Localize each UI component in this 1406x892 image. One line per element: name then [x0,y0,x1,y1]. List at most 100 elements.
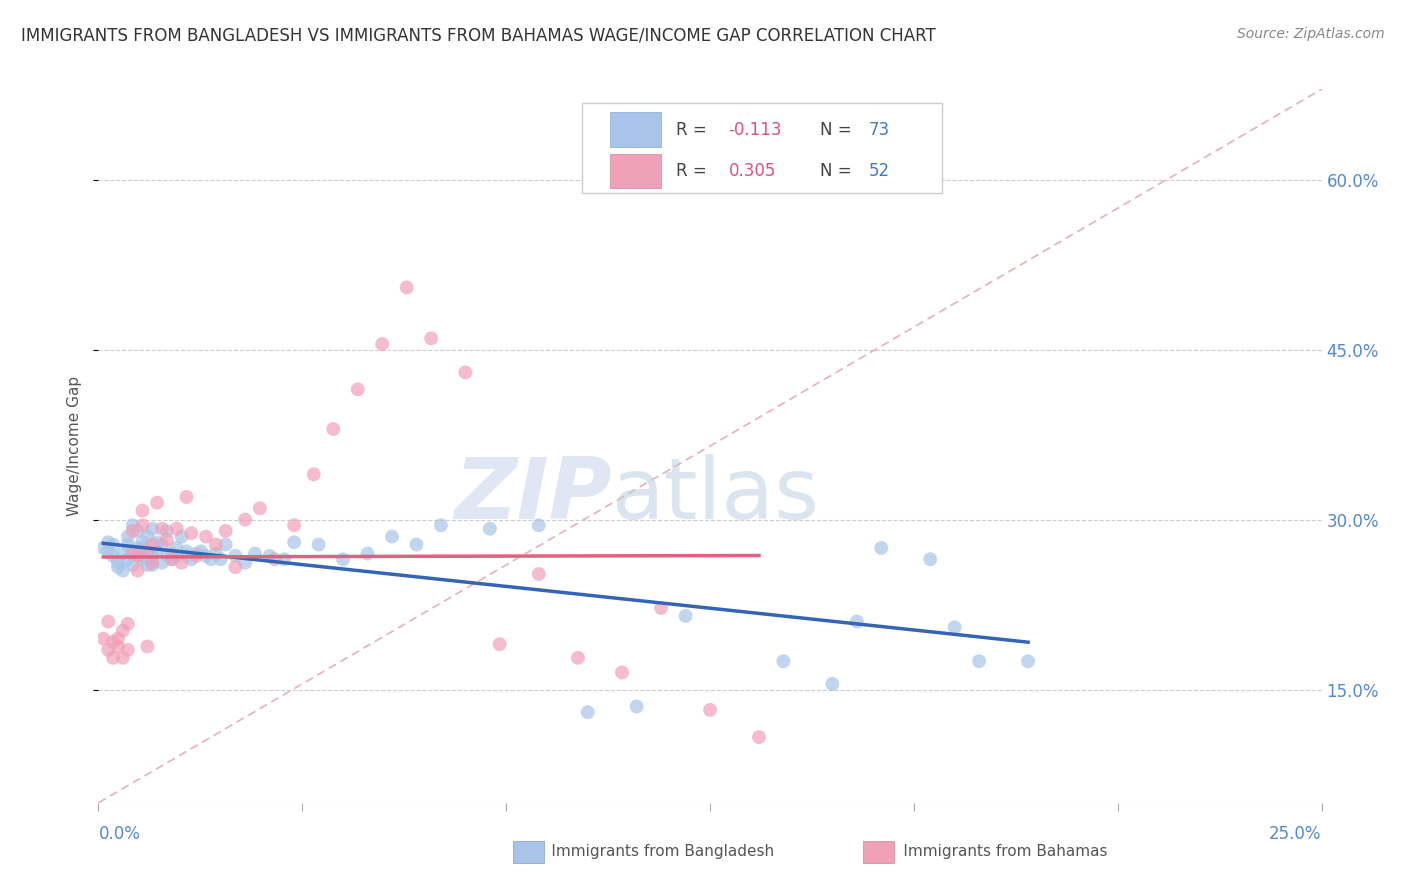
Point [97,544,120,558]
Point [527,518,550,533]
Point [322,422,344,436]
Point [111,624,134,638]
Point [101,635,124,649]
Point [111,547,134,561]
Point [195,549,218,563]
Point [141,522,163,536]
Text: R =: R = [676,161,711,179]
Text: 73: 73 [869,120,890,138]
Point [141,537,163,551]
Point [127,564,149,578]
Point [107,560,129,574]
Point [117,530,139,544]
Point [150,522,173,536]
Point [748,730,770,744]
Point [127,549,149,563]
Y-axis label: Wage/Income Gap: Wage/Income Gap [67,376,83,516]
Point [273,552,295,566]
Point [101,549,124,563]
Point [371,337,394,351]
Point [117,616,139,631]
Point [576,705,599,719]
Point [166,541,188,555]
Point [381,530,404,544]
Point [146,495,169,509]
Point [478,522,501,536]
Point [176,490,198,504]
Point [117,552,139,566]
Point [131,535,153,549]
Point [224,549,246,563]
Point [243,547,266,561]
Point [91,632,114,646]
Point [136,558,159,572]
Point [146,544,169,558]
Point [131,552,153,566]
Point [233,513,256,527]
Point [259,549,281,563]
FancyBboxPatch shape [582,103,942,193]
Point [117,643,139,657]
Text: N =: N = [820,120,858,138]
Point [150,556,173,570]
Point [180,552,202,566]
Point [249,501,271,516]
Point [943,620,966,634]
Point [488,637,510,651]
Point [214,524,236,538]
Point [170,556,193,570]
Point [283,518,305,533]
Point [224,560,246,574]
FancyBboxPatch shape [610,112,661,146]
Point [136,544,159,558]
Point [160,552,183,566]
Point [107,632,129,646]
Point [610,665,633,680]
Point [180,526,202,541]
Text: Immigrants from Bahamas: Immigrants from Bahamas [879,845,1108,859]
Point [141,558,163,572]
Point [772,654,794,668]
Point [101,650,124,665]
Text: IMMIGRANTS FROM BANGLADESH VS IMMIGRANTS FROM BAHAMAS WAGE/INCOME GAP CORRELATIO: IMMIGRANTS FROM BANGLADESH VS IMMIGRANTS… [21,27,936,45]
Point [166,549,188,563]
Point [200,552,222,566]
Point [395,280,418,294]
Point [650,601,672,615]
Point [190,544,212,558]
Point [176,549,198,563]
Text: 0.0%: 0.0% [98,825,141,843]
Text: -0.113: -0.113 [728,120,782,138]
Point [186,549,208,563]
Text: R =: R = [676,120,711,138]
Point [1017,654,1039,668]
Point [127,541,149,555]
Point [405,537,427,551]
Point [626,699,648,714]
Point [283,535,305,549]
Point [176,544,198,558]
Point [150,537,173,551]
Point [121,544,143,558]
Point [131,541,153,555]
Point [346,383,368,397]
Point [263,552,285,566]
Point [332,552,354,566]
Point [166,522,188,536]
Point [141,549,163,563]
Point [186,547,208,561]
Point [845,615,868,629]
Point [699,703,721,717]
Point [920,552,942,566]
Point [527,566,550,581]
Point [97,643,120,657]
Point [136,530,159,544]
Point [136,640,159,654]
Point [107,640,129,654]
Point [454,365,477,379]
Text: N =: N = [820,161,858,179]
Point [160,547,183,561]
Point [141,556,163,570]
Point [233,556,256,570]
Text: atlas: atlas [612,454,820,538]
